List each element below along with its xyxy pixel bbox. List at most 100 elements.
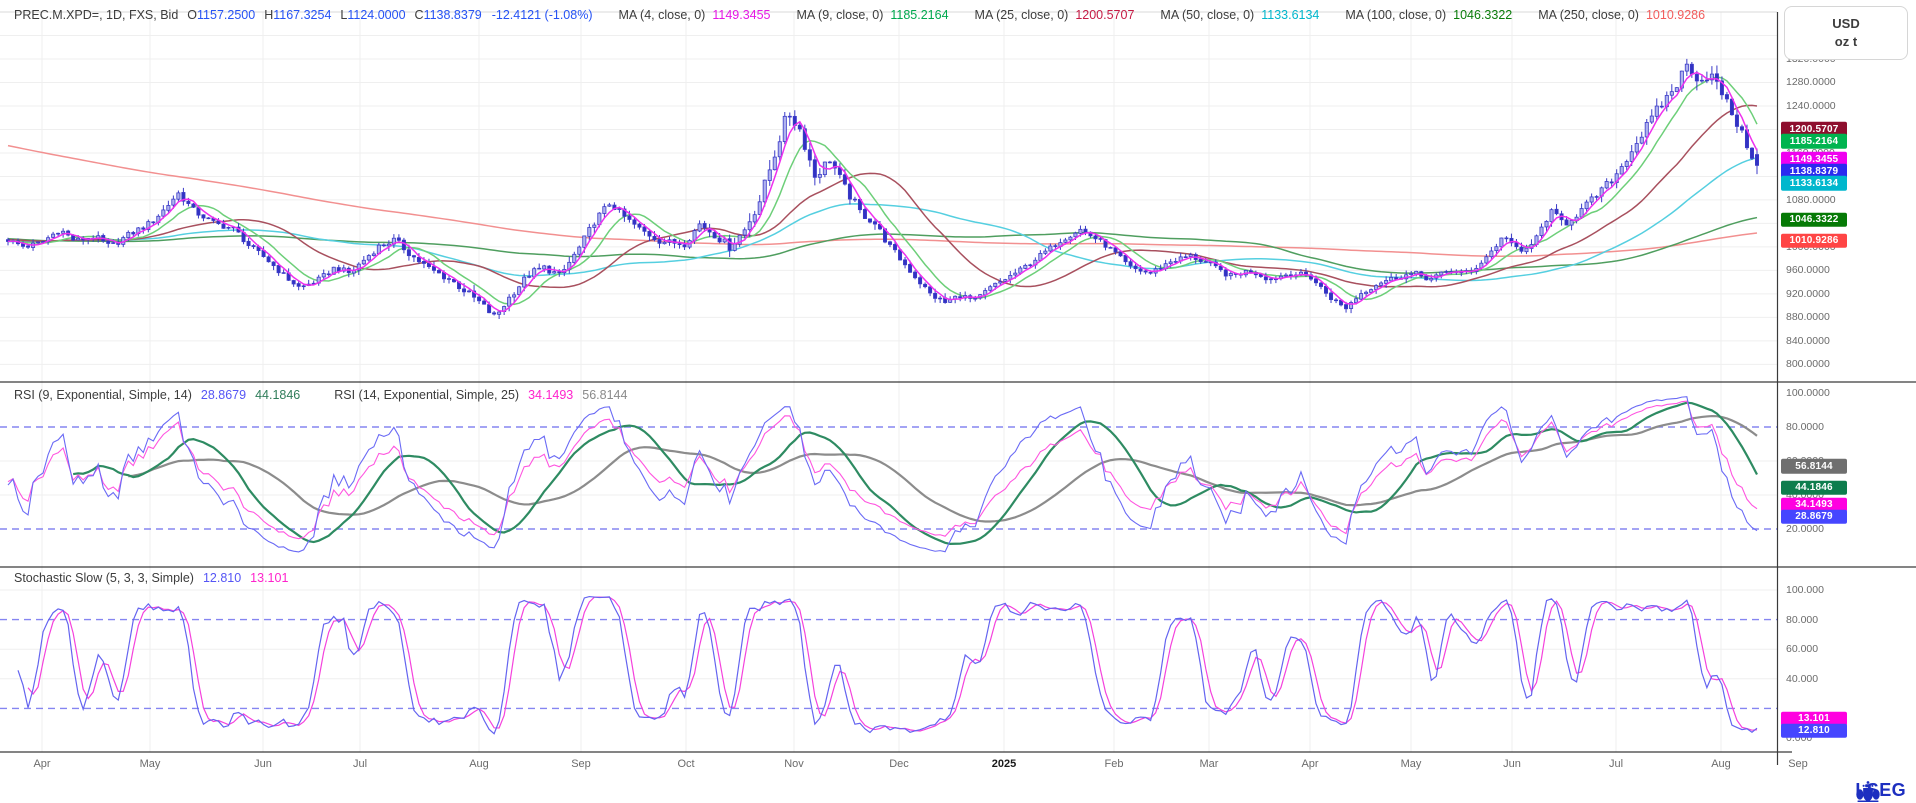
ma-legend-label: MA (4, close, 0) [618,8,706,22]
time-tick-label: Jun [1503,758,1521,770]
price-tick-label: 960.0000 [1786,264,1830,277]
stoch-legend-group-0[interactable]: Stochastic Slow (5, 3, 3, Simple) 12.810 1… [14,571,288,585]
price-tick-label: 880.0000 [1786,311,1830,324]
ma250-line [7,144,1758,257]
stoch-legend: Stochastic Slow (5, 3, 3, Simple) 12.810 1… [14,571,288,585]
instrument-title[interactable]: PREC.M.XPD=, 1D, FXS, Bid [14,8,179,22]
lseg-crest-icon [1856,781,1881,802]
time-tick-label: Oct [677,758,695,770]
time-tick-label: Jul [352,758,368,770]
stoch-k-badge: 12.810 [1781,723,1847,738]
time-tick-label: Jul [1608,758,1624,770]
panel-borders [0,11,1916,765]
ma-legend-value: 1185.2164 [890,8,949,22]
ma4-line [7,71,1758,313]
price-tick-label: 800.0000 [1786,358,1830,371]
time-tick-label: May [139,758,161,770]
ohlc-value: 1124.0000 [347,8,406,22]
stoch-tick-label: 100.000 [1786,584,1824,596]
ohlc-key: O [187,8,198,22]
unit-label: oz t [1834,33,1858,49]
ma-legend-value: 1010.9286 [1645,8,1706,22]
time-tick-label: Mar [1199,758,1219,770]
time-tick-label: Apr [1301,758,1319,770]
ma25-line [8,104,1758,289]
candlestick-series [6,58,1760,320]
ma4-badge: 1149.3455 [1781,151,1847,167]
stoch-d-line [27,596,1758,732]
ma9-line [7,76,1758,306]
time-tick-label: Nov [784,758,804,770]
rsi9-line [7,396,1758,553]
stochastic-panel[interactable] [0,567,1777,753]
stoch-legend-value: 12.810 [202,571,242,585]
ma-legend-item-25[interactable]: MA (25, close, 0) 1200.5707 [975,8,1135,22]
time-tick-label: Feb [1104,758,1124,770]
price-axis-unit-box: USD oz t [1784,6,1908,60]
stoch-k-line [17,595,1758,735]
rsi-legend-value: 56.8144 [582,388,628,402]
ma-legend-item-250[interactable]: MA (250, close, 0) 1010.9286 [1538,8,1705,22]
ma-legend-label: MA (100, close, 0) [1345,8,1447,22]
ma-legend-label: MA (250, close, 0) [1538,8,1639,22]
rsi14-badge: 34.1493 [1781,497,1847,513]
rsi-legend-value: 34.1493 [528,388,574,402]
ma25-badge: 1200.5707 [1781,121,1847,137]
ma-legend-item-100[interactable]: MA (100, close, 0) 1046.3322 [1345,8,1512,22]
ma-legend-value: 1200.5707 [1075,8,1135,22]
price-tick-label: 1080.0000 [1786,193,1836,206]
rsi-legend-group-0[interactable]: RSI (9, Exponential, Simple, 14) 28.8679 4… [14,388,300,402]
rsi-panel[interactable] [0,382,1777,568]
ma-legend-item-9[interactable]: MA (9, close, 0) 1185.2164 [797,8,949,22]
ohlc-key: L [340,8,348,22]
rsi14-line [7,400,1758,540]
time-tick-label: Apr [33,758,51,770]
stoch-legend-label: Stochastic Slow (5, 3, 3, Simple) [14,571,194,585]
ohlc-key: H [264,8,274,22]
ohlc-key: C [414,8,424,22]
price-tick-label: 1280.0000 [1786,76,1836,89]
rsi-legend-value: 28.8679 [200,388,247,402]
ohlc-value: 1167.3254 [273,8,332,22]
time-axis[interactable] [0,752,1916,778]
time-tick-label: Jun [254,758,272,770]
rsi-legend-label: RSI (14, Exponential, Simple, 25) [334,388,520,402]
rsi9-signal-line [73,401,1758,546]
ma-legend-label: MA (9, close, 0) [796,8,884,22]
rsi14-signal-line [128,414,1758,523]
main-price-panel[interactable] [0,12,1777,382]
ma-legend-item-4[interactable]: MA (4, close, 0) 1149.3455 [619,8,771,22]
ma-legend-item-50[interactable]: MA (50, close, 0) 1133.6134 [1160,8,1319,22]
stoch-d-badge: 13.101 [1781,711,1847,726]
price-tick-label: 920.0000 [1786,287,1830,300]
main-legend: PREC.M.XPD=, 1D, FXS, Bid O1157.2500 H1167… [14,8,1705,22]
rsi9-signal-badge: 44.1846 [1781,480,1847,496]
stoch-tick-label: 40.000 [1786,672,1819,685]
lseg-logo: LSEG [1855,780,1906,802]
price-tick-label: 1240.0000 [1786,99,1836,112]
ma-legend-value: 1133.6134 [1261,8,1320,22]
ma-legend-value: 1149.3455 [712,8,771,22]
ma9-badge: 1185.2164 [1781,133,1847,149]
rsi-tick-label: 100.0000 [1786,387,1830,399]
ohlc-value: 1157.2500 [197,8,256,22]
ma50-badge: 1133.6134 [1781,175,1847,191]
time-tick-label: Dec [889,758,909,770]
rsi-tick-label: 80.0000 [1786,421,1824,433]
ma-legend-label: MA (25, close, 0) [974,8,1069,22]
currency-label: USD [1832,16,1860,32]
stoch-tick-label: 60.000 [1786,643,1819,656]
rsi-legend-label: RSI (9, Exponential, Simple, 14) [14,388,192,402]
ma50-line [7,156,1758,282]
ohlc-value: 1138.8379 [423,8,482,22]
last-price-badge: 1138.8379 [1781,163,1847,179]
change-value: -12.4121 (-1.08%) [491,8,593,22]
price-tick-label: 840.0000 [1786,334,1830,347]
rsi-tick-label: 20.0000 [1786,523,1824,535]
rsi-legend-group-1[interactable]: RSI (14, Exponential, Simple, 25) 34.1493… [334,388,627,402]
ma100-badge: 1046.3322 [1781,212,1847,227]
time-tick-label: Aug [1711,758,1731,770]
ma-legend-value: 1046.3322 [1453,8,1513,22]
